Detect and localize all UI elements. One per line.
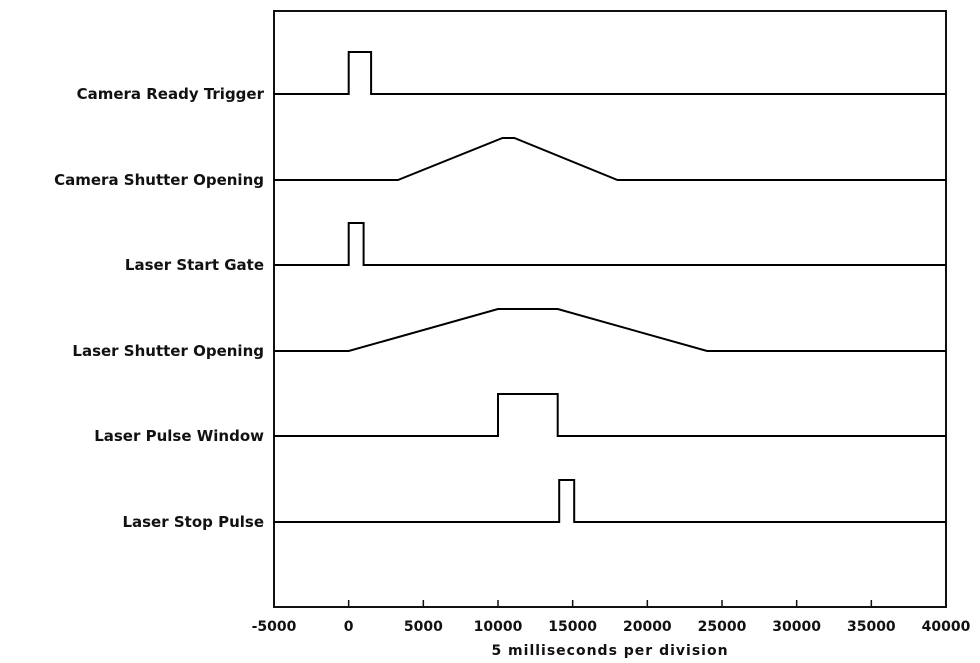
series-line — [274, 222, 946, 266]
series-label: Laser Pulse Window — [94, 427, 264, 445]
series-lines — [274, 51, 946, 523]
x-tick-label: 35000 — [847, 619, 896, 635]
series-label: Laser Shutter Opening — [72, 342, 264, 360]
series-label: Camera Shutter Opening — [54, 171, 264, 189]
x-tick-label: 40000 — [922, 619, 971, 635]
plot-frame — [273, 10, 947, 608]
series-line — [274, 479, 946, 523]
series-labels: Camera Ready Trigger Camera Shutter Openi… — [54, 85, 264, 531]
series-line — [274, 308, 946, 352]
x-tick-label: 25000 — [698, 619, 747, 635]
x-tick-label: 0 — [344, 619, 354, 635]
series-line — [274, 393, 946, 437]
series-line — [274, 51, 946, 95]
x-tick-label: 10000 — [474, 619, 523, 635]
x-tick-label: -5000 — [252, 619, 297, 635]
x-axis-label: 5 milliseconds per division — [491, 643, 728, 659]
series-label: Laser Stop Pulse — [122, 513, 264, 531]
x-tick-label: 15000 — [548, 619, 597, 635]
series-label: Camera Ready Trigger — [77, 85, 265, 103]
x-axis-tick-labels: -5000 0 5000 10000 15000 20000 25000 30000 35000… — [252, 619, 971, 635]
x-tick-label: 20000 — [623, 619, 672, 635]
x-tick-label: 5000 — [404, 619, 443, 635]
series-label: Laser Start Gate — [125, 256, 264, 274]
x-tick-label: 30000 — [772, 619, 821, 635]
x-axis-ticks — [273, 600, 947, 607]
series-line — [274, 137, 946, 181]
